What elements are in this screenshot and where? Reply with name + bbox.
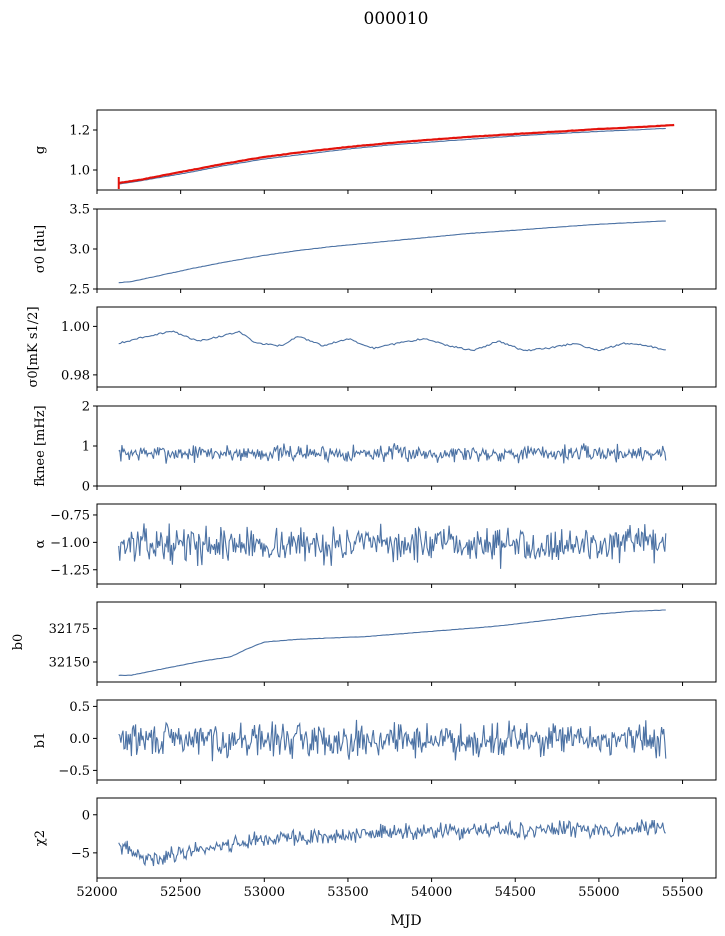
series-line [118,609,666,676]
panel-2: 2.5 3.0 3.5 σ0 [du] [33,203,717,298]
y-axis-label: σ0[mK s1/2] [26,306,41,387]
series-line [118,330,666,352]
x-tick-label: 55000 [578,885,619,900]
y-tick-label: 3.0 [69,243,90,258]
axes-frame [96,699,717,781]
y-tick-label: 1 [82,440,90,455]
x-tick-label: 54000 [411,885,452,900]
y-tick-label: −5 [71,846,90,861]
axes-frame [96,208,717,290]
panel-6: 32150 32175 b0 [11,601,717,686]
x-axis-label: MJD [390,913,421,929]
axes-frame [96,109,717,191]
y-axis-label: b0 [11,634,26,651]
y-tick-label: 0.0 [69,732,90,747]
x-tick-label: 53500 [327,885,368,900]
axes-frame [96,601,717,683]
panel-3: 0.98 1.00 σ0[mK s1/2] [26,306,717,391]
y-tick-label: −1.00 [50,536,90,551]
y-axis-label: g [33,146,48,154]
y-axis-label: σ0 [du] [33,225,48,273]
series-line [118,443,667,464]
axes-frame [96,503,717,585]
y-tick-label: 2.5 [69,283,90,298]
y-tick-label: 1.2 [69,124,90,139]
series-line [118,719,667,762]
y-tick-label: 3.5 [69,203,90,218]
panel-7: −0.5 0.0 0.5 b1 [33,699,717,784]
x-tick-label: 53000 [244,885,285,900]
panel-8: 52000 52500 53000 53500 54000 54500 55000 55500… [33,797,717,900]
fit-line [118,123,675,185]
y-tick-label: −0.5 [58,764,90,779]
series-line [118,523,667,569]
y-tick-label: 32175 [49,622,90,637]
x-tick-label: 54500 [495,885,536,900]
y-tick-label: 2 [82,400,90,415]
y-tick-label: 1.00 [61,320,90,335]
y-axis-label: χ2 [33,830,48,846]
x-tick-label: 55500 [662,885,703,900]
panel-4: 0 1 2 fknee [mHz] [33,400,717,495]
y-tick-label: 32150 [49,656,90,671]
panel-1: 1.0 1.2 g [33,109,717,194]
series-line [118,819,666,867]
y-axis-label: b1 [33,732,48,749]
panels: 1.0 1.2 g 2.5 3.0 3.5 σ0 [du] 0.98 1.00 σ0[mK s1/… [11,109,717,900]
x-tick-label: 52500 [160,885,201,900]
series-line [118,220,666,284]
axes-frame [96,405,717,487]
y-tick-label: 0.98 [61,368,90,383]
y-tick-label: −1.25 [50,563,90,578]
y-axis-label: fknee [mHz] [33,405,48,486]
y-axis-label: α [33,539,48,548]
y-tick-label: 0.5 [69,700,90,715]
axes-frame [96,306,717,388]
y-tick-label: 1.0 [69,164,90,179]
axes-frame [96,797,717,879]
y-tick-label: −0.75 [50,508,90,523]
y-tick-label: 0 [82,480,90,495]
y-tick-label: 0 [82,808,90,823]
series-line [118,127,666,185]
panel-5: −1.25 −1.00 −0.75 α [33,503,717,588]
figure-title: 000010 [364,9,429,29]
x-tick-label: 52000 [76,885,117,900]
